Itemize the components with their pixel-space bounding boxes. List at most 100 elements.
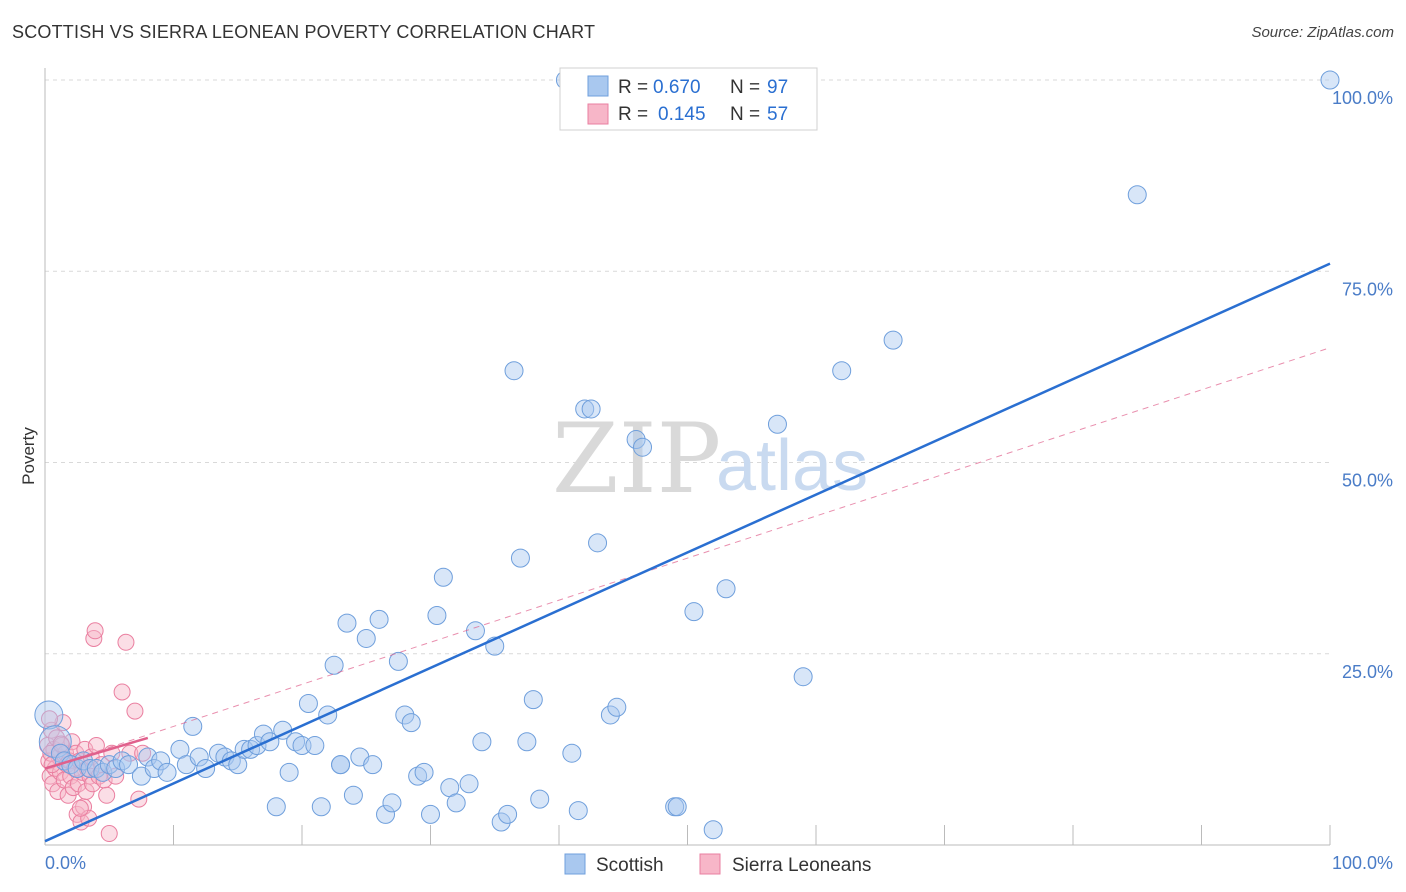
scottish-point — [151, 751, 171, 771]
scottish-point — [459, 774, 479, 794]
scottish-point — [607, 697, 627, 717]
scottish-point — [433, 567, 453, 587]
source-credit: Source: ZipAtlas.com — [1251, 24, 1394, 41]
sierra-leoneans-dashed-trendline — [44, 347, 1331, 769]
x-tick-label-0: 0.0% — [45, 853, 86, 873]
scottish-point — [38, 725, 72, 759]
sierra-leoneans-point — [98, 786, 116, 804]
scottish-point — [575, 399, 595, 419]
legend-swatch-sierra — [587, 103, 609, 125]
y-tick-label-1: 50.0% — [1342, 471, 1393, 491]
scottish-point — [266, 797, 286, 817]
scottish-point — [343, 785, 363, 805]
tick-labels: 25.0% 50.0% 75.0% 100.0% 0.0% 100.0% — [45, 88, 1393, 873]
scottish-point — [530, 789, 550, 809]
scottish-point — [421, 804, 440, 824]
y-tick-label-2: 75.0% — [1342, 279, 1393, 299]
watermark-zip: ZIP — [552, 403, 721, 515]
scottish-point — [401, 713, 421, 733]
trendlines — [44, 262, 1331, 843]
bottom-legend-swatch-sierra — [699, 853, 721, 875]
scottish-point — [93, 762, 113, 782]
watermark-atlas: atlas — [716, 426, 868, 506]
sierra-leoneans-point — [100, 825, 118, 843]
y-tick-label-3: 100.0% — [1332, 88, 1393, 108]
scottish-point — [446, 793, 466, 813]
scottish-point — [472, 732, 492, 752]
scottish-point — [626, 430, 646, 450]
scottish-points — [34, 70, 1340, 840]
scottish-point — [633, 437, 653, 457]
scottish-point — [523, 690, 543, 710]
scottish-trendline — [44, 262, 1331, 843]
scottish-point — [80, 759, 100, 778]
scottish-point — [189, 747, 209, 767]
bottom-legend: Scottish Sierra Leoneans — [564, 853, 871, 876]
scottish-point — [588, 533, 608, 553]
bottom-legend-swatch-scottish — [564, 853, 586, 875]
scottish-point — [832, 361, 852, 381]
scottish-point — [388, 651, 408, 671]
scottish-point — [414, 762, 434, 782]
scottish-point — [382, 793, 402, 813]
sierra-leoneans-point — [117, 633, 135, 651]
scottish-point — [311, 797, 331, 817]
legend-r-label-2: R = — [618, 104, 648, 125]
legend-n-value-2: 57 — [767, 104, 788, 125]
grid — [45, 79, 1330, 655]
legend-n-label-1: N = — [730, 77, 760, 98]
scottish-point — [793, 667, 813, 687]
scottish-point — [34, 700, 64, 730]
scottish-point — [562, 743, 582, 763]
legend-n-value-1: 97 — [767, 77, 788, 98]
x-tick-label-1: 100.0% — [1332, 853, 1393, 873]
scottish-point — [504, 361, 524, 381]
scottish-point — [581, 399, 601, 419]
legend-swatch-scottish — [587, 75, 609, 97]
bottom-legend-sierra: Sierra Leoneans — [732, 855, 871, 876]
scottish-point — [369, 609, 389, 629]
scottish-point — [183, 716, 203, 736]
scottish-point — [279, 762, 299, 782]
scottish-point — [1127, 185, 1147, 205]
watermark: ZIP atlas — [552, 403, 868, 515]
scottish-point — [337, 613, 357, 633]
scottish-point — [883, 330, 903, 350]
bottom-legend-scottish: Scottish — [596, 855, 664, 876]
scottish-point — [767, 414, 787, 434]
sierra-leoneans-point — [126, 702, 144, 720]
scottish-point — [427, 606, 447, 625]
scottish-point — [491, 812, 511, 832]
axes — [44, 68, 1331, 846]
scottish-point — [144, 759, 164, 778]
scottish-point — [356, 628, 376, 648]
scottish-point — [465, 621, 485, 641]
scottish-point — [517, 732, 537, 752]
legend-r-label-1: R = — [618, 77, 648, 98]
scottish-point — [395, 705, 415, 725]
scottish-point — [119, 755, 139, 775]
sierra-leoneans-trendline — [44, 736, 149, 770]
scottish-point — [667, 797, 687, 817]
scottish-point — [363, 755, 383, 775]
sierra-leoneans-point — [63, 733, 81, 751]
legend-r-value-1: 0.670 — [653, 77, 701, 98]
sierra-leoneans-point — [71, 799, 89, 817]
scottish-point — [568, 801, 588, 821]
scottish-point — [157, 762, 177, 782]
scottish-point — [298, 693, 318, 713]
legend: R = 0.670 N = 97 R = 0.145 N = 57 — [559, 67, 818, 131]
scottish-point — [106, 759, 126, 778]
scottish-point — [498, 804, 518, 824]
legend-n-label-2: N = — [730, 104, 760, 125]
scottish-point — [324, 655, 344, 675]
scottish-point — [376, 804, 396, 824]
scottish-point — [716, 579, 736, 599]
scottish-point — [331, 755, 351, 775]
sierra-leoneans-point — [113, 683, 131, 701]
scottish-point — [684, 602, 704, 622]
scottish-point — [1320, 70, 1340, 90]
scottish-point — [138, 747, 158, 767]
sierra-leoneans-point — [86, 622, 104, 640]
